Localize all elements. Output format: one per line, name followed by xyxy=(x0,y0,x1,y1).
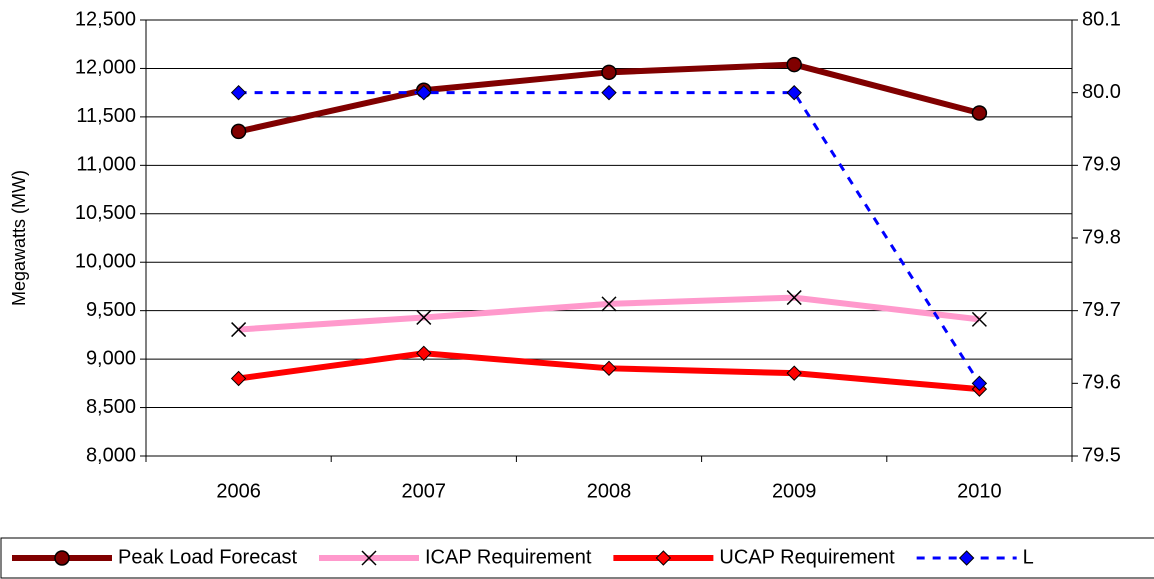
y2-tick-label: 80.1 xyxy=(1082,8,1121,30)
point xyxy=(231,322,247,338)
point xyxy=(786,365,802,381)
point xyxy=(601,84,617,101)
legend-label: UCAP Requirement xyxy=(719,546,895,568)
y-tick-label: 9,500 xyxy=(86,299,136,321)
legend-label: Peak Load Forecast xyxy=(118,546,297,568)
x-tick-label: 2006 xyxy=(216,480,261,502)
legend-marker xyxy=(655,550,672,566)
point xyxy=(786,56,802,73)
y2-tick-label: 80.0 xyxy=(1082,81,1121,103)
legend-marker xyxy=(54,550,70,566)
legend-marker xyxy=(361,550,377,566)
point xyxy=(230,84,247,101)
point xyxy=(786,84,802,101)
point xyxy=(416,345,432,362)
point xyxy=(601,64,617,81)
y-tick-label: 12,000 xyxy=(75,57,136,79)
y2-tick-label: 79.5 xyxy=(1082,444,1121,466)
y-tick-label: 9,000 xyxy=(86,347,136,369)
point xyxy=(601,296,617,312)
y2-tick-label: 79.7 xyxy=(1082,299,1121,321)
series-line xyxy=(238,294,980,333)
legend-label: L xyxy=(1023,546,1034,568)
point xyxy=(416,84,432,101)
point xyxy=(971,105,988,121)
point xyxy=(971,375,988,392)
y-tick-label: 8,500 xyxy=(86,396,136,418)
point xyxy=(601,360,617,377)
y-tick-label: 11,500 xyxy=(76,105,136,127)
series-line xyxy=(238,91,981,385)
point xyxy=(786,290,802,306)
y-tick-label: 10,000 xyxy=(75,251,136,273)
y2-tick-label: 79.9 xyxy=(1082,154,1121,176)
x-tick-label: 2007 xyxy=(402,480,447,502)
point xyxy=(416,309,432,325)
legend-label: ICAP Requirement xyxy=(425,546,592,568)
y2-tick-label: 79.8 xyxy=(1082,226,1121,248)
point xyxy=(230,370,247,387)
y-tick-label: 11,000 xyxy=(76,154,136,176)
y-tick-label: 8,000 xyxy=(86,444,136,466)
x-tick-label: 2010 xyxy=(957,480,1002,502)
legend-marker xyxy=(958,550,975,566)
y-axis-label: Megawatts (MW) xyxy=(9,170,29,306)
x-tick-label: 2009 xyxy=(772,480,817,502)
point xyxy=(971,311,987,327)
y-tick-label: 10,500 xyxy=(75,202,136,224)
y-tick-label: 12,500 xyxy=(75,8,136,30)
x-tick-label: 2008 xyxy=(587,480,632,502)
y2-tick-label: 79.6 xyxy=(1082,372,1121,394)
point xyxy=(230,123,247,140)
